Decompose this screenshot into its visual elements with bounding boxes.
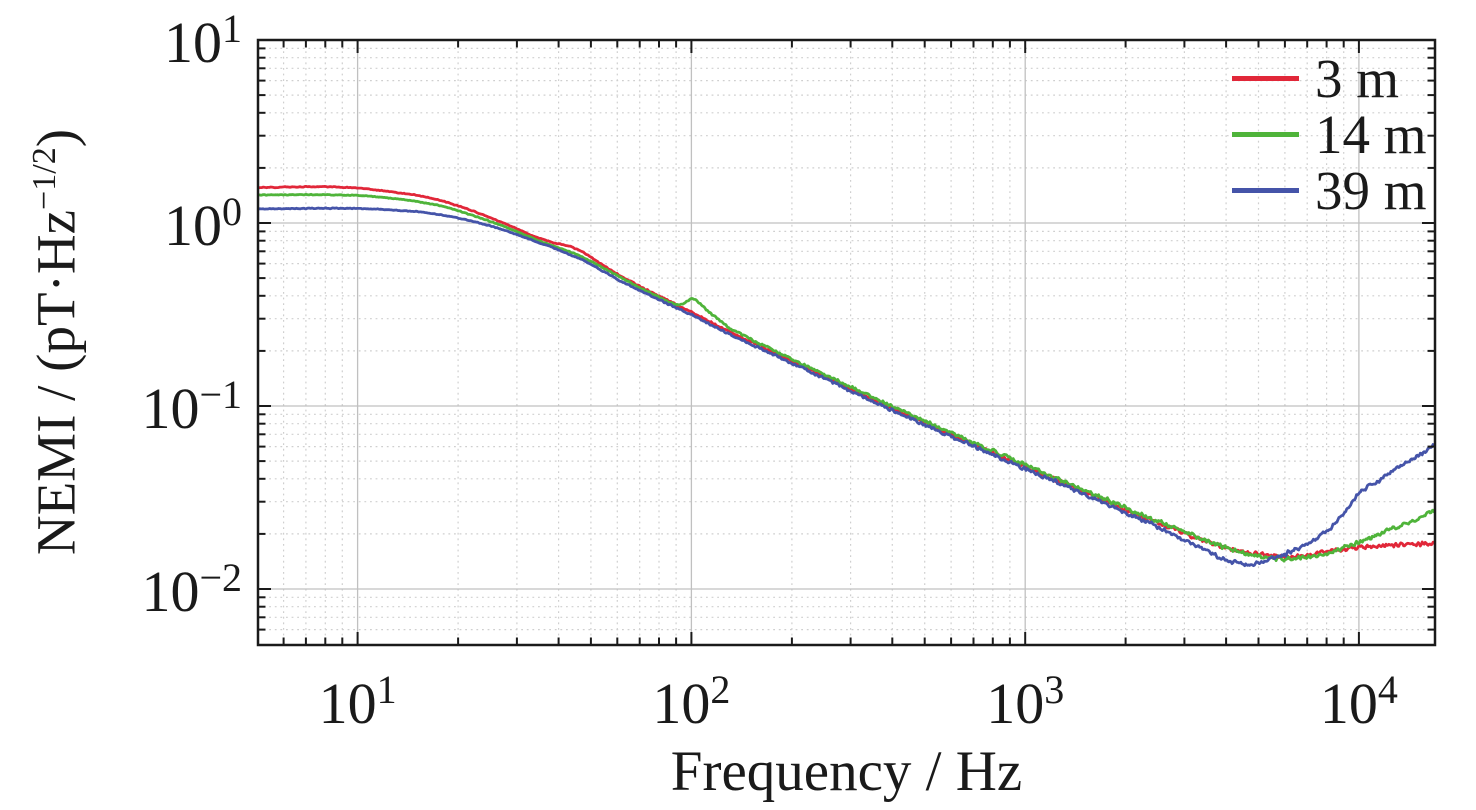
y-axis-title: NEMI / (pT·Hz−1/2) bbox=[25, 129, 88, 555]
legend-line-14m-icon bbox=[1232, 131, 1299, 137]
legend-item-39m: 39 m bbox=[1232, 162, 1427, 218]
y-axis-title-exponent: −1/2 bbox=[26, 147, 64, 210]
x-tick-label: 103 bbox=[986, 667, 1064, 736]
legend-label-39m: 39 m bbox=[1315, 159, 1427, 221]
axis-ticks bbox=[258, 40, 1435, 645]
plot-frame bbox=[256, 38, 1437, 647]
legend-line-3m-icon bbox=[1232, 75, 1299, 81]
gridlines bbox=[258, 40, 1435, 645]
y-axis-title-close: ) bbox=[25, 128, 87, 148]
legend-item-3m: 3 m bbox=[1232, 50, 1427, 106]
x-tick-label: 102 bbox=[652, 667, 730, 736]
y-tick-label: 100 bbox=[164, 189, 242, 258]
legend-item-14m: 14 m bbox=[1232, 106, 1427, 162]
y-tick-label: 10−2 bbox=[141, 555, 242, 624]
curve-39m bbox=[258, 206, 1435, 568]
y-axis-title-text: NEMI / (pT·Hz bbox=[25, 209, 87, 556]
legend: 3 m 14 m 39 m bbox=[1232, 50, 1427, 218]
x-tick-labels: 101 102 103 104 bbox=[319, 667, 1398, 736]
legend-label-14m: 14 m bbox=[1315, 103, 1427, 165]
legend-label-3m: 3 m bbox=[1315, 47, 1400, 109]
x-axis-title: Frequency / Hz bbox=[670, 740, 1023, 803]
y-tick-label: 101 bbox=[164, 6, 242, 75]
x-tick-label: 104 bbox=[1320, 667, 1398, 736]
y-tick-label: 10−1 bbox=[141, 372, 242, 441]
x-tick-label: 101 bbox=[319, 667, 397, 736]
y-tick-labels: 101 100 10−1 10−2 bbox=[141, 6, 242, 624]
curve-14m bbox=[258, 192, 1435, 563]
legend-line-39m-icon bbox=[1232, 187, 1299, 193]
series-curves bbox=[258, 185, 1435, 568]
